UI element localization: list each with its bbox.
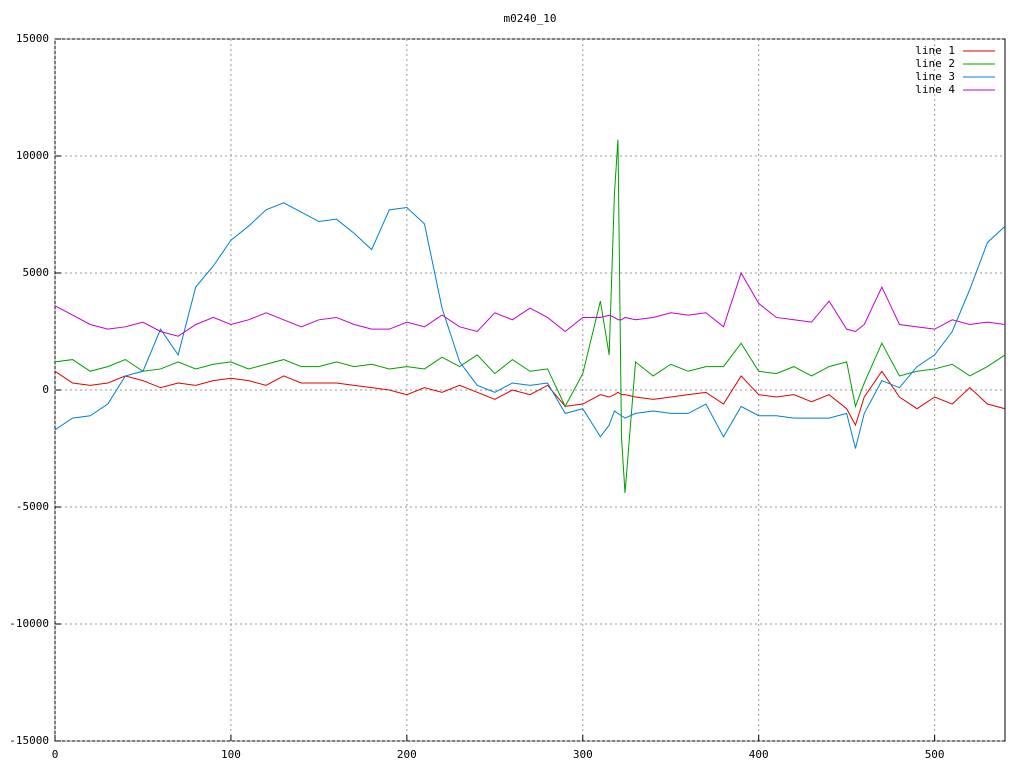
y-tick-label: 10000 — [16, 149, 49, 162]
y-tick-label: 15000 — [16, 32, 49, 45]
data-line — [54, 202, 1006, 449]
y-tick-label: -10000 — [9, 617, 49, 630]
x-tick-label: 400 — [749, 748, 769, 761]
y-tick-label: 5000 — [23, 266, 50, 279]
data-line — [54, 139, 1006, 494]
x-tick-label: 0 — [52, 748, 59, 761]
y-tick-label: 0 — [42, 383, 49, 396]
x-tick-label: 500 — [925, 748, 945, 761]
data-line — [54, 271, 1006, 337]
legend-label: line 3 — [915, 70, 955, 83]
legend-label: line 4 — [915, 83, 955, 96]
legend-label: line 2 — [915, 57, 955, 70]
x-tick-label: 200 — [397, 748, 417, 761]
y-tick-label: -5000 — [16, 500, 49, 513]
legend-label: line 1 — [915, 44, 955, 57]
y-tick-label: -15000 — [9, 734, 49, 747]
x-tick-label: 300 — [573, 748, 593, 761]
chart-title: m0240_10 — [504, 12, 557, 25]
x-tick-label: 100 — [221, 748, 241, 761]
data-line — [54, 370, 1006, 427]
